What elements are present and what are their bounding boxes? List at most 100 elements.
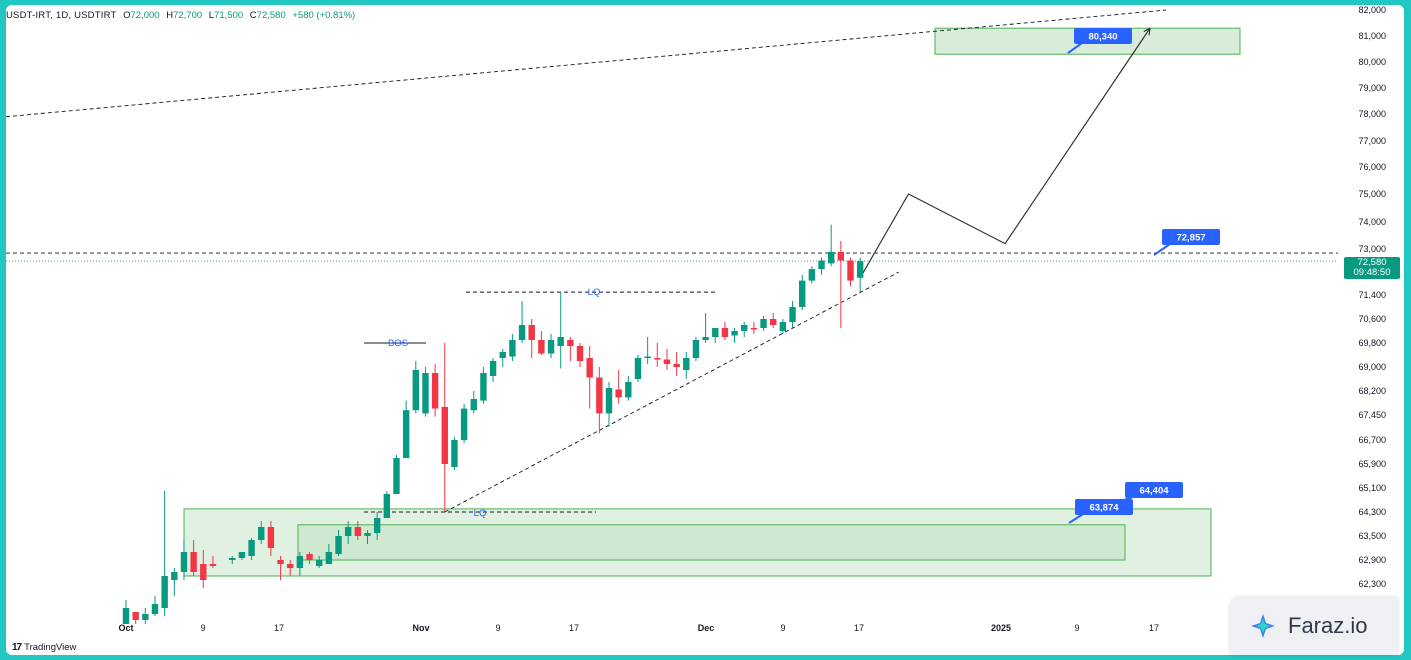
price-tick-label: 70,600 xyxy=(1358,314,1386,324)
price-tick-label: 75,000 xyxy=(1358,189,1386,199)
resistance-callout-text: 72,857 xyxy=(1176,233,1205,244)
candle-body xyxy=(528,325,535,340)
candle-body xyxy=(277,560,284,564)
time-tick-label: 17 xyxy=(1149,623,1159,633)
symbol-header: USDT-IRT, 1D, USDTIRT O72,000 H72,700 L7… xyxy=(6,10,355,21)
demand-zone-inner xyxy=(297,524,1126,561)
price-tick-label: 62,900 xyxy=(1358,555,1386,565)
candle-body xyxy=(200,564,207,580)
candle-body xyxy=(673,364,680,367)
candle-body xyxy=(489,361,497,376)
time-axis: Oct 9 17 Nov 9 17 Dec 9 17 2025 9 17 xyxy=(118,623,1159,633)
price-tick-label: 77,000 xyxy=(1358,136,1386,146)
candle-body xyxy=(460,408,468,440)
candle-body xyxy=(161,576,168,608)
close-value: 72,580 xyxy=(256,10,286,21)
candle-body xyxy=(654,358,661,360)
low-value: 71,500 xyxy=(214,10,244,21)
faraz-text: Faraz.io xyxy=(1288,613,1368,638)
candle-body xyxy=(692,340,700,358)
price-tick-label: 74,000 xyxy=(1358,217,1386,227)
tradingview-icon: 17 xyxy=(12,642,22,653)
time-tick-label: 9 xyxy=(780,623,785,633)
price-tick-label: 65,100 xyxy=(1358,483,1386,493)
time-tick-label: 17 xyxy=(569,623,579,633)
zone-inner-callout-box xyxy=(1075,499,1133,515)
candle-body xyxy=(248,540,255,556)
candle-body xyxy=(402,410,410,458)
candle-body xyxy=(818,260,825,270)
candle-body xyxy=(644,356,651,358)
low-label: L xyxy=(208,10,215,21)
candle-body xyxy=(412,370,419,411)
candle-body xyxy=(596,377,603,414)
candle-body xyxy=(847,260,854,281)
candle-body xyxy=(683,358,690,370)
candle-body xyxy=(296,556,304,568)
candle-body xyxy=(451,440,458,467)
projected-path xyxy=(859,27,1151,279)
candle-body xyxy=(422,373,429,414)
candle-body xyxy=(364,533,371,536)
candle-body xyxy=(316,560,323,566)
zone-inner-callout-text: 63,874 xyxy=(1089,503,1119,514)
price-tick-label: 82,000 xyxy=(1358,5,1386,15)
candle-body xyxy=(209,564,217,566)
price-tick-label: 64,300 xyxy=(1358,507,1386,517)
candle-body xyxy=(702,337,709,340)
zone-top-callout-text: 64,404 xyxy=(1139,486,1169,497)
price-axis-bg xyxy=(1338,5,1404,655)
price-tick-label: 76,000 xyxy=(1358,162,1386,172)
target-callout-text: 80,340 xyxy=(1088,32,1117,43)
candle-body xyxy=(499,352,506,358)
candle-body xyxy=(576,346,584,361)
projected-arrowhead xyxy=(1143,27,1151,36)
candle-body xyxy=(741,325,748,331)
candle-body xyxy=(731,331,738,336)
high-label: H xyxy=(166,10,174,21)
candle-body xyxy=(180,552,188,572)
candle-body xyxy=(171,572,178,580)
labels-layer: BOS LQ LQ 80,340 72,857 64,404 63,874 xyxy=(388,28,1220,524)
symbol-name: USDT-IRT, 1D, USDTIRT xyxy=(6,10,117,21)
candle-body xyxy=(122,608,130,624)
resistance-callout-pointer xyxy=(1153,243,1171,256)
time-tick-label: Nov xyxy=(412,623,429,633)
high-value: 72,700 xyxy=(173,10,203,21)
candle-body xyxy=(721,328,729,337)
candle-body xyxy=(827,251,835,264)
lq-lower-label: LQ xyxy=(474,508,487,519)
candle-body xyxy=(238,552,246,558)
target-callout-pointer xyxy=(1067,42,1083,54)
candle-body xyxy=(779,322,787,331)
faraz-watermark: Faraz.io xyxy=(1230,597,1398,655)
candle-body xyxy=(799,280,806,307)
price-tick-label: 73,000 xyxy=(1358,244,1386,254)
candle-body xyxy=(287,564,294,568)
tradingview-label: TradingView xyxy=(24,642,77,653)
candle-body xyxy=(615,389,622,398)
price-tick-label: 66,700 xyxy=(1358,435,1386,445)
price-chart[interactable]: 82,000 81,000 80,000 79,000 78,000 77,000 76,0… xyxy=(6,5,1404,655)
tradingview-logo[interactable]: 17 TradingView xyxy=(12,642,76,653)
candle-body xyxy=(808,269,816,281)
candle-body xyxy=(547,340,555,354)
time-tick-label: 17 xyxy=(274,623,284,633)
candle-body xyxy=(258,527,265,540)
close-label: C xyxy=(249,10,257,21)
target-callout-box xyxy=(1074,28,1132,44)
time-tick-label: 9 xyxy=(200,623,205,633)
last-price-tag: 72,580 09:48:50 xyxy=(1344,257,1400,279)
candle-body xyxy=(509,340,516,357)
price-tick-label: 69,000 xyxy=(1358,362,1386,372)
rising-trendline xyxy=(444,271,900,513)
price-tick-label: 62,300 xyxy=(1358,579,1386,589)
candle-body xyxy=(267,527,275,548)
candle-body xyxy=(373,518,381,533)
candle-body xyxy=(712,328,719,337)
price-tick-label: 69,800 xyxy=(1358,338,1386,348)
candle-body xyxy=(132,612,139,620)
candle-body xyxy=(480,373,487,401)
candle-body xyxy=(789,307,796,322)
candle-body xyxy=(142,614,149,620)
